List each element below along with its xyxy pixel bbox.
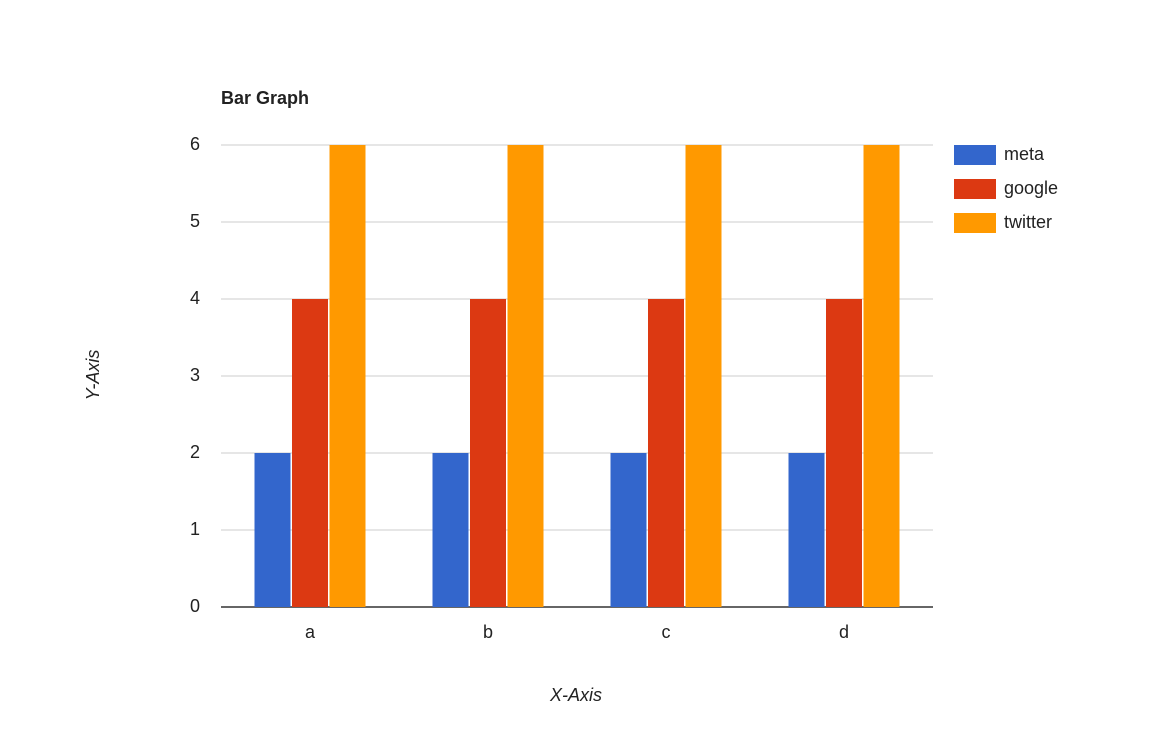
x-tick-label: a bbox=[305, 622, 316, 642]
x-tick-label: c bbox=[662, 622, 671, 642]
bar bbox=[507, 145, 544, 607]
y-tick-label: 2 bbox=[190, 442, 200, 462]
bar bbox=[470, 299, 506, 607]
bar bbox=[292, 299, 328, 607]
y-tick-label: 3 bbox=[190, 365, 200, 385]
y-tick-label: 4 bbox=[190, 288, 200, 308]
bar bbox=[432, 453, 469, 607]
bar bbox=[610, 453, 647, 607]
legend-swatch bbox=[954, 213, 996, 233]
legend-label: google bbox=[1004, 178, 1058, 198]
x-tick-label: b bbox=[483, 622, 493, 642]
bar bbox=[788, 453, 825, 607]
x-tick-label: d bbox=[839, 622, 849, 642]
y-tick-label: 0 bbox=[190, 596, 200, 616]
y-tick-label: 6 bbox=[190, 134, 200, 154]
legend-swatch bbox=[954, 145, 996, 165]
bar bbox=[254, 453, 291, 607]
legend-label: twitter bbox=[1004, 212, 1052, 232]
legend-label: meta bbox=[1004, 144, 1045, 164]
x-axis-label: X-Axis bbox=[549, 685, 602, 705]
bar bbox=[648, 299, 684, 607]
legend-swatch bbox=[954, 179, 996, 199]
y-tick-label: 5 bbox=[190, 211, 200, 231]
bar bbox=[685, 145, 722, 607]
bar bbox=[863, 145, 900, 607]
chart-title: Bar Graph bbox=[221, 88, 309, 108]
y-tick-label: 1 bbox=[190, 519, 200, 539]
y-axis-label: Y-Axis bbox=[83, 350, 103, 401]
bar bbox=[826, 299, 862, 607]
bar bbox=[329, 145, 366, 607]
